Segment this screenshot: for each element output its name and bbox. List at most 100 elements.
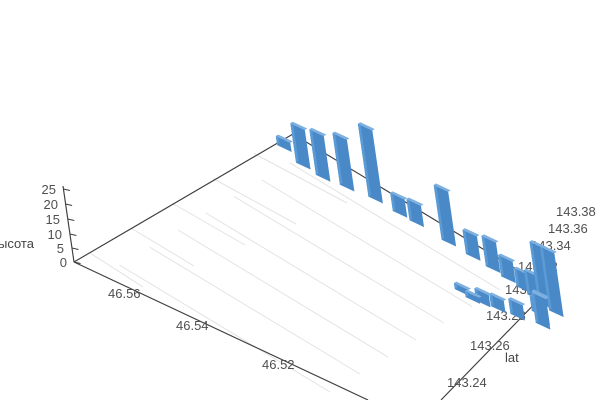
z-axis-title: ысота [0, 236, 35, 251]
y-tick-label-1: 143.36 [548, 221, 588, 236]
z-axis: 25 20 15 10 5 0 ысота [0, 182, 81, 270]
bar-face [309, 127, 327, 137]
bar-3d[interactable] [539, 245, 564, 318]
bar-face [539, 245, 552, 311]
grid-line-y [89, 252, 144, 288]
z-tick-label-20: 20 [44, 197, 58, 212]
grid-line-x [261, 179, 473, 307]
bar-face [453, 281, 471, 290]
y-tick-label-7: 143.24 [447, 375, 487, 390]
bar-3d[interactable] [406, 197, 425, 228]
bar-face [309, 127, 319, 175]
x-tick-label-0: 46.56 [108, 286, 141, 301]
bar-face [406, 197, 413, 221]
grid-line-x [149, 246, 361, 375]
bar-face [406, 199, 425, 228]
floor-outline [73, 133, 550, 400]
bar-3d[interactable] [481, 234, 501, 274]
bar-face [489, 293, 506, 313]
bar-face [357, 122, 371, 197]
bar-3d[interactable] [433, 183, 457, 247]
z-tick-0 [73, 261, 81, 265]
bar-face [390, 192, 408, 218]
bar-face [508, 298, 525, 321]
grid-line-y [212, 178, 297, 225]
y-tick-label-0: 143.38 [556, 204, 596, 219]
bar-face [290, 121, 308, 130]
bar-3d[interactable] [462, 228, 481, 261]
bar-face [464, 289, 482, 298]
bar-face [529, 240, 541, 303]
bar-face [275, 136, 292, 152]
z-tick-15 [67, 218, 75, 222]
bar-3d[interactable] [390, 191, 408, 218]
bar-face [357, 122, 375, 131]
axis-edge-front-left [73, 261, 369, 400]
bar-face [275, 134, 293, 143]
bar-face [481, 234, 499, 243]
bar-3d[interactable] [498, 253, 516, 284]
bar-face [529, 294, 535, 311]
bar-3d[interactable] [508, 297, 526, 321]
z-axis-line [62, 185, 75, 263]
axis-edge-front-right [440, 288, 550, 400]
bar-face [332, 131, 343, 185]
bar-face [462, 228, 469, 255]
x-axis: 46.56 46.54 46.52 [108, 286, 295, 372]
axis-edge-back-left [73, 133, 294, 263]
bar-face [406, 197, 424, 206]
bar-face [462, 228, 480, 237]
bar-face [474, 288, 491, 308]
bar-face [531, 291, 549, 300]
bar-face [309, 129, 331, 182]
grid-line-x [205, 212, 417, 341]
grid-line-y [253, 153, 348, 204]
bar-face [523, 268, 530, 295]
grid-line-x [289, 162, 501, 291]
bar-face [508, 297, 513, 314]
x-tick-label-1: 46.54 [176, 318, 209, 333]
bar-face [498, 255, 516, 284]
z-tick-label-5: 5 [57, 241, 64, 256]
z-tick-label-0: 0 [60, 255, 67, 270]
bar-3d[interactable] [357, 122, 383, 204]
bar-3d[interactable] [290, 121, 311, 170]
bar-face [390, 191, 396, 212]
bar-face [531, 289, 549, 298]
bar-face [514, 266, 520, 287]
bar-face [508, 297, 526, 306]
bar-face [539, 246, 564, 318]
z-tick-10 [69, 233, 77, 237]
bar-face [539, 245, 557, 254]
z-tick-label-10: 10 [48, 227, 62, 242]
bars-layer [275, 121, 564, 330]
grid-line-x [177, 229, 389, 358]
bar-3d[interactable] [531, 291, 551, 330]
floor-grid [89, 153, 501, 393]
bar-3d[interactable] [464, 289, 482, 304]
bar-3d[interactable] [309, 127, 331, 182]
grid-line-y [130, 227, 195, 267]
bar-3d[interactable] [275, 134, 293, 152]
bar-face [433, 183, 451, 192]
bar-face [474, 286, 492, 296]
bar-face [433, 184, 457, 247]
bar-face [464, 291, 481, 304]
bar-face [481, 234, 489, 267]
bar-face [332, 131, 350, 140]
bar-face [531, 291, 539, 323]
bar-face [357, 123, 383, 204]
bar-face [390, 191, 408, 200]
bar-face [290, 121, 299, 163]
z-tick-20 [65, 203, 73, 207]
z-tick-label-15: 15 [46, 212, 60, 227]
bar-3d[interactable] [332, 131, 355, 192]
grid-line-x [119, 264, 331, 393]
y-axis-title: lat [505, 350, 519, 365]
bar-3d[interactable] [489, 292, 507, 313]
z-tick-25 [63, 188, 71, 192]
z-tick-label-25: 25 [42, 182, 56, 197]
grid-line-y [171, 202, 246, 246]
